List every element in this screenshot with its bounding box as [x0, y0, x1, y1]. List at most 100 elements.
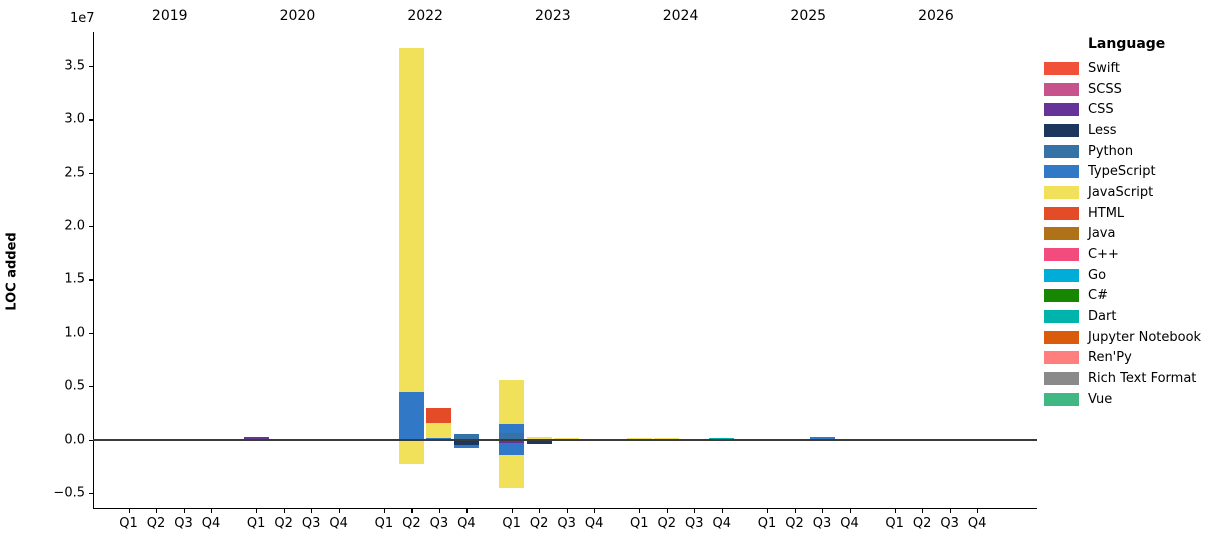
x-tick-label-quarter: Q4: [840, 516, 859, 531]
x-tick-mark: [922, 509, 924, 513]
x-tick-label-quarter: Q4: [712, 516, 732, 531]
legend-row: Jupyter Notebook: [1044, 327, 1220, 348]
legend-label: Dart: [1088, 309, 1117, 325]
x-tick-mark: [438, 509, 441, 513]
x-tick-label-quarter: Q1: [502, 516, 521, 531]
bar-segment: [453, 433, 479, 440]
legend-swatch: [1044, 61, 1079, 75]
legend-row: JavaScript: [1044, 182, 1220, 203]
bar-segment: [426, 437, 452, 440]
x-tick-mark: [767, 509, 769, 513]
legend-swatch: [1044, 330, 1079, 344]
y-tick-mark: [89, 66, 93, 68]
bar-segment: [499, 379, 525, 425]
legend-label: Vue: [1088, 391, 1113, 407]
x-tick-label-quarter: Q4: [967, 516, 987, 531]
y-axis-spine: [93, 32, 95, 508]
legend-title: Language: [1088, 36, 1166, 52]
bar-segment: [453, 439, 479, 446]
x-tick-mark: [411, 509, 413, 513]
year-label: 2026: [918, 8, 954, 24]
y-tick-mark: [89, 386, 93, 388]
legend-swatch: [1044, 310, 1079, 324]
y-tick-label: 0.5: [64, 378, 85, 394]
x-tick-label-quarter: Q3: [301, 516, 321, 531]
x-tick-label-quarter: Q3: [557, 516, 576, 531]
zero-line: [93, 439, 1037, 441]
bar-segment: [426, 422, 452, 438]
x-tick-label-quarter: Q2: [529, 516, 549, 531]
legend-swatch: [1044, 227, 1079, 241]
legend-row: Less: [1044, 120, 1220, 141]
bar-segment: [526, 439, 552, 444]
x-tick-label-quarter: Q2: [912, 516, 932, 531]
x-tick-label-quarter: Q3: [429, 516, 449, 531]
bar-segment: [654, 438, 680, 440]
x-tick-label-quarter: Q4: [329, 516, 348, 531]
x-tick-mark: [849, 509, 851, 513]
year-label: 2024: [662, 8, 699, 24]
legend-label: HTML: [1088, 205, 1125, 221]
bar-segment: [499, 439, 525, 443]
legend-label: C#: [1088, 288, 1108, 304]
legend-row: Ren'Py: [1044, 348, 1220, 369]
x-tick-label-quarter: Q1: [885, 516, 904, 531]
y-tick-mark: [89, 172, 93, 174]
y-tick-mark: [89, 439, 93, 441]
x-tick-mark: [666, 509, 668, 513]
year-label: 2025: [790, 8, 827, 24]
x-tick-label-quarter: Q2: [274, 516, 293, 531]
bar-segment: [398, 391, 424, 440]
legend-swatch: [1044, 372, 1079, 386]
x-tick-label-quarter: Q1: [757, 516, 777, 531]
bar-segment: [809, 437, 835, 440]
legend-label: CSS: [1088, 102, 1114, 118]
bar-segment: [499, 454, 525, 488]
x-tick-label-quarter: Q3: [812, 516, 832, 531]
legend-row: C#: [1044, 286, 1220, 307]
bar-segment: [453, 445, 479, 449]
x-tick-mark: [128, 509, 130, 513]
legend-label: Rich Text Format: [1088, 371, 1197, 387]
legend-label: Ren'Py: [1088, 350, 1132, 366]
x-tick-label-quarter: Q3: [685, 516, 704, 531]
legend-entries: Swift SCSS CSS Less Python TypeScript JavaScri…: [1044, 58, 1220, 410]
legend-row: TypeScript: [1044, 161, 1220, 182]
year-label: 2020: [279, 8, 316, 24]
x-tick-mark: [822, 509, 824, 513]
x-tick-mark: [256, 509, 258, 513]
bar-segment: [626, 437, 652, 440]
x-tick-mark: [949, 509, 951, 513]
x-tick-label-quarter: Q4: [584, 516, 604, 531]
x-tick-mark: [566, 509, 568, 513]
y-tick-label: 0.0: [64, 432, 85, 447]
legend-label: JavaScript: [1088, 184, 1154, 200]
x-tick-mark: [794, 509, 796, 513]
x-tick-label-quarter: Q4: [457, 516, 476, 531]
x-tick-label-quarter: Q4: [201, 516, 221, 531]
bar-segment: [398, 439, 424, 465]
legend-row: C++: [1044, 244, 1220, 265]
x-tick-mark: [594, 509, 596, 513]
legend-swatch: [1044, 392, 1079, 406]
y-axis-title: LOC added: [4, 232, 20, 311]
legend-swatch: [1044, 248, 1079, 262]
x-tick-mark: [894, 509, 896, 513]
legend-label: Go: [1088, 267, 1107, 283]
x-tick-mark: [211, 509, 213, 513]
x-tick-label-quarter: Q2: [657, 516, 677, 531]
bar-segment: [526, 436, 552, 440]
x-tick-mark: [283, 509, 285, 513]
bar-segment: [499, 424, 525, 433]
x-tick-label-quarter: Q1: [246, 516, 266, 531]
legend: Language Swift SCSS CSS Less Python TypeScrip…: [1044, 36, 1220, 410]
y-tick-label: 1.0: [64, 325, 85, 341]
y-tick-label: 3.5: [64, 58, 85, 74]
x-tick-label-quarter: Q2: [785, 516, 804, 531]
legend-swatch: [1044, 165, 1079, 179]
legend-label: Swift: [1088, 60, 1120, 76]
legend-swatch: [1044, 351, 1079, 365]
legend-label: Java: [1088, 226, 1116, 242]
y-tick-mark: [89, 226, 93, 228]
